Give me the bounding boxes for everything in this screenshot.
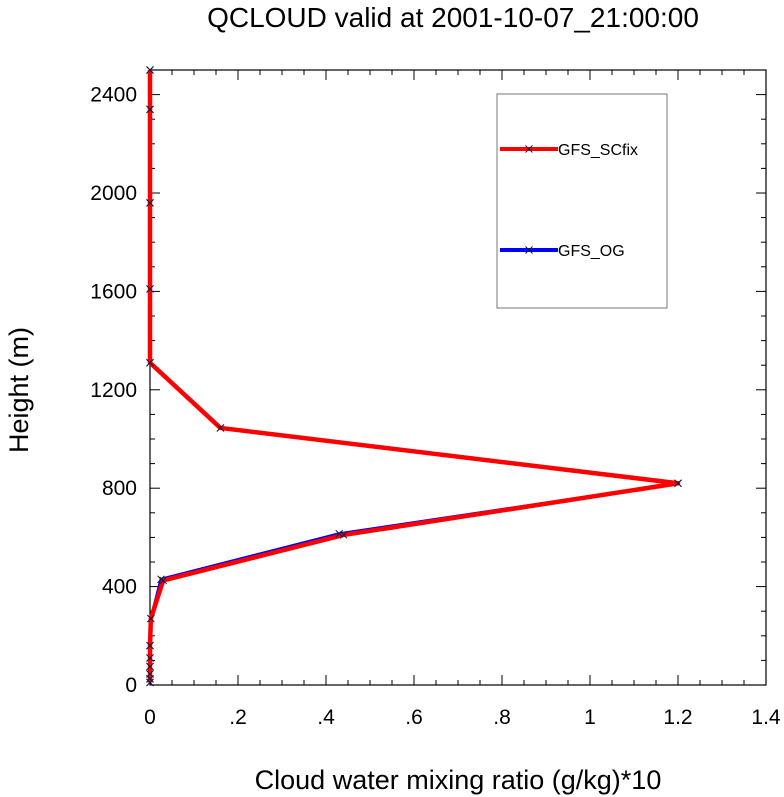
series-layer	[146, 66, 682, 687]
y-tick-label: 2000	[90, 182, 137, 205]
x-tick-label: 0	[144, 706, 156, 729]
legend-marker	[525, 246, 533, 254]
data-point-marker	[146, 678, 154, 687]
axis-ticks	[149, 69, 767, 686]
x-tick-label: 1.4	[751, 706, 781, 729]
data-point-marker	[146, 670, 154, 678]
plot-frame	[149, 69, 767, 686]
data-point-marker	[146, 358, 154, 367]
x-tick-label: .4	[317, 706, 335, 729]
y-tick-label: 400	[102, 576, 137, 599]
legend-marker	[525, 145, 533, 153]
data-point-marker	[147, 614, 155, 623]
data-point-marker	[146, 662, 154, 671]
data-point-marker	[339, 531, 348, 539]
data-point-marker	[335, 529, 344, 538]
chart-title: QCLOUD valid at 2001-10-07_21:00:00	[207, 2, 699, 33]
x-tick-labels: 0 .2 .4 .6 .8 1 1.2 1.4	[144, 706, 781, 729]
y-tick-labels: 0 400 800 1200 1600 2000 2400	[90, 84, 137, 697]
data-point-marker	[146, 198, 154, 207]
data-point-marker	[216, 424, 225, 432]
y-tick-label: 0	[125, 674, 137, 697]
x-tick-label: 1	[584, 706, 596, 729]
x-tick-label: .2	[229, 706, 247, 729]
data-point-marker	[146, 66, 154, 74]
x-tick-label: .8	[493, 706, 511, 729]
y-tick-label: 1200	[90, 379, 137, 402]
y-tick-label: 2400	[90, 84, 137, 107]
y-tick-label: 800	[102, 477, 137, 500]
data-point-marker	[159, 576, 168, 585]
x-tick-label: .6	[405, 706, 423, 729]
legend: GFS_SCfix GFS_OG	[496, 93, 668, 309]
x-axis-title: Cloud water mixing ratio (g/kg)*10	[255, 765, 662, 795]
x-tick-label: 1.2	[663, 706, 692, 729]
legend-label: GFS_SCfix	[558, 142, 638, 159]
data-point-marker	[146, 641, 154, 650]
data-point-marker	[157, 575, 165, 584]
series-line-GFS_SCfix	[147, 70, 681, 683]
y-axis-title: Height (m)	[4, 327, 34, 453]
legend-box	[496, 93, 668, 309]
legend-label: GFS_OG	[558, 243, 625, 260]
data-point-marker	[146, 105, 154, 114]
y-tick-label: 1600	[90, 280, 137, 303]
data-point-marker	[674, 479, 682, 488]
data-point-marker	[146, 285, 154, 293]
data-point-marker	[146, 654, 154, 662]
